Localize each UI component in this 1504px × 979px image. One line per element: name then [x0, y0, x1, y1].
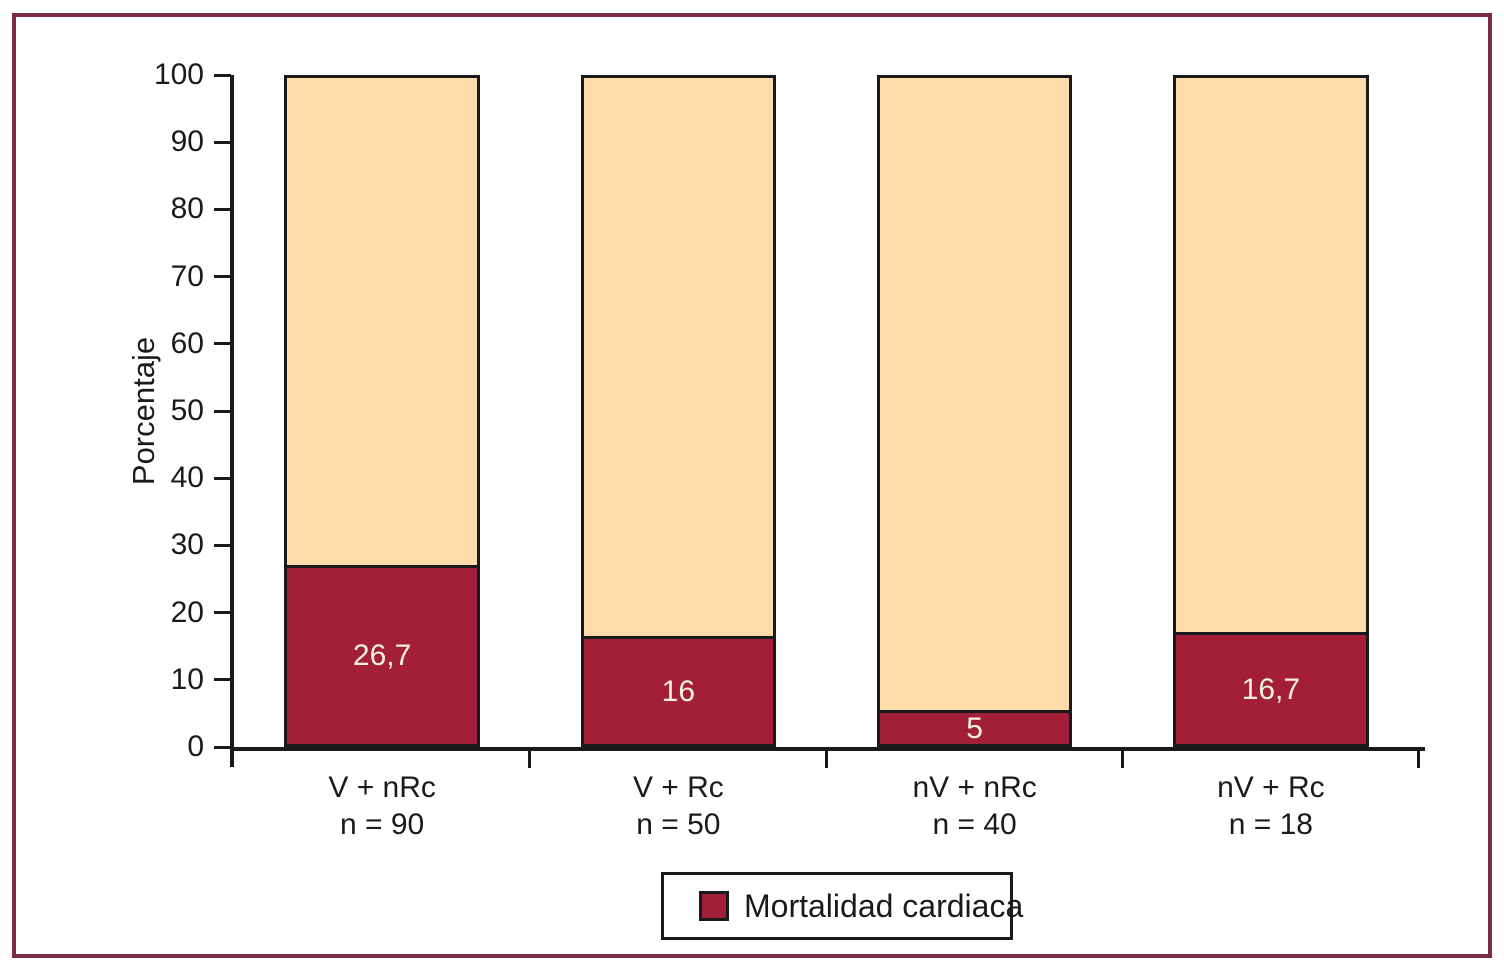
y-axis-tick	[214, 611, 231, 615]
y-axis-tick-label: 0	[187, 730, 204, 763]
x-category-label: nV + nRc n = 40	[827, 769, 1123, 843]
bar-column: 16	[580, 75, 777, 747]
x-axis-tick	[1120, 751, 1124, 768]
x-category-name: V + nRc	[328, 771, 436, 804]
y-axis-tick-label: 90	[170, 125, 204, 159]
x-category-label: V + nRc n = 90	[234, 769, 530, 843]
plot-area: 0 10 20 30 40 50 60 70 80 90 100 26,7 16 5 16,7	[154, 58, 1425, 768]
y-axis-tick-label: 60	[170, 326, 204, 360]
y-axis-tick-label: 10	[170, 662, 204, 696]
x-axis-tick	[1417, 751, 1420, 768]
y-axis-tick	[214, 476, 231, 480]
x-category-name: V + Rc	[632, 771, 724, 804]
legend-swatch-mortalidad-cardiaca	[699, 891, 729, 921]
y-axis-tick	[214, 678, 231, 682]
y-axis-tick	[214, 73, 231, 77]
x-axis-labels: V + nRc n = 90 V + Rc n = 50 nV + nRc n = 40 n…	[234, 769, 1419, 843]
bar-column: 16,7	[1173, 75, 1369, 747]
bar-column: 5	[876, 75, 1073, 747]
bar-segment-mortalidad-cardiaca: 26,7	[287, 565, 477, 744]
y-axis-tick-label: 70	[170, 259, 204, 293]
bar-segment-remainder	[287, 78, 477, 565]
y-axis-tick	[214, 140, 231, 144]
y-axis-tick	[214, 543, 231, 547]
y-axis-tick-label: 40	[170, 461, 204, 495]
bar-segment-mortalidad-cardiaca: 16	[583, 636, 774, 744]
x-axis-tick	[528, 751, 532, 768]
x-category-count: n = 90	[340, 808, 425, 841]
y-axis-tick-label: 100	[153, 58, 204, 91]
y-axis-tick	[214, 275, 231, 279]
y-axis-tick-label: 80	[170, 192, 204, 226]
y-axis-tick	[214, 342, 231, 346]
y-axis-tick-label: 50	[170, 394, 204, 427]
x-category-count: n = 50	[636, 808, 721, 841]
y-axis-tick	[214, 745, 231, 749]
y-axis-line	[230, 75, 234, 767]
bar-value-label: 16	[661, 674, 696, 708]
bar-column: 26,7	[284, 75, 480, 747]
x-axis-tick	[824, 751, 828, 768]
bar-value-label: 16,7	[1241, 672, 1301, 706]
bar-segment-mortalidad-cardiaca: 5	[879, 710, 1070, 745]
legend: Mortalidad cardiaca	[661, 872, 1023, 940]
y-axis-tick-label: 20	[170, 595, 204, 629]
bar-segment-remainder	[1176, 78, 1366, 632]
x-category-name: nV + nRc	[912, 771, 1037, 804]
x-category-count: n = 18	[1228, 808, 1313, 841]
chart-frame: Porcentaje 0 10 20 30 40 50 60 70 80 90 100 26,7 16 5…	[12, 13, 1492, 958]
bar-value-label: 26,7	[352, 639, 412, 672]
x-category-label: nV + Rc n = 18	[1123, 769, 1419, 843]
x-category-name: nV + Rc	[1217, 771, 1325, 804]
bar-segment-remainder	[880, 78, 1070, 710]
x-category-label: V + Rc n = 50	[530, 769, 826, 843]
x-axis-line	[230, 747, 1425, 751]
bar-segment-remainder	[584, 78, 774, 636]
y-axis-tick	[214, 409, 231, 413]
bar-segment-mortalidad-cardiaca: 16,7	[1176, 632, 1366, 744]
y-axis-tick	[214, 207, 231, 211]
bar-value-label: 5	[966, 711, 983, 745]
x-category-count: n = 40	[932, 808, 1017, 841]
legend-label: Mortalidad cardiaca	[744, 887, 1024, 924]
y-axis-tick-label: 30	[170, 528, 204, 562]
